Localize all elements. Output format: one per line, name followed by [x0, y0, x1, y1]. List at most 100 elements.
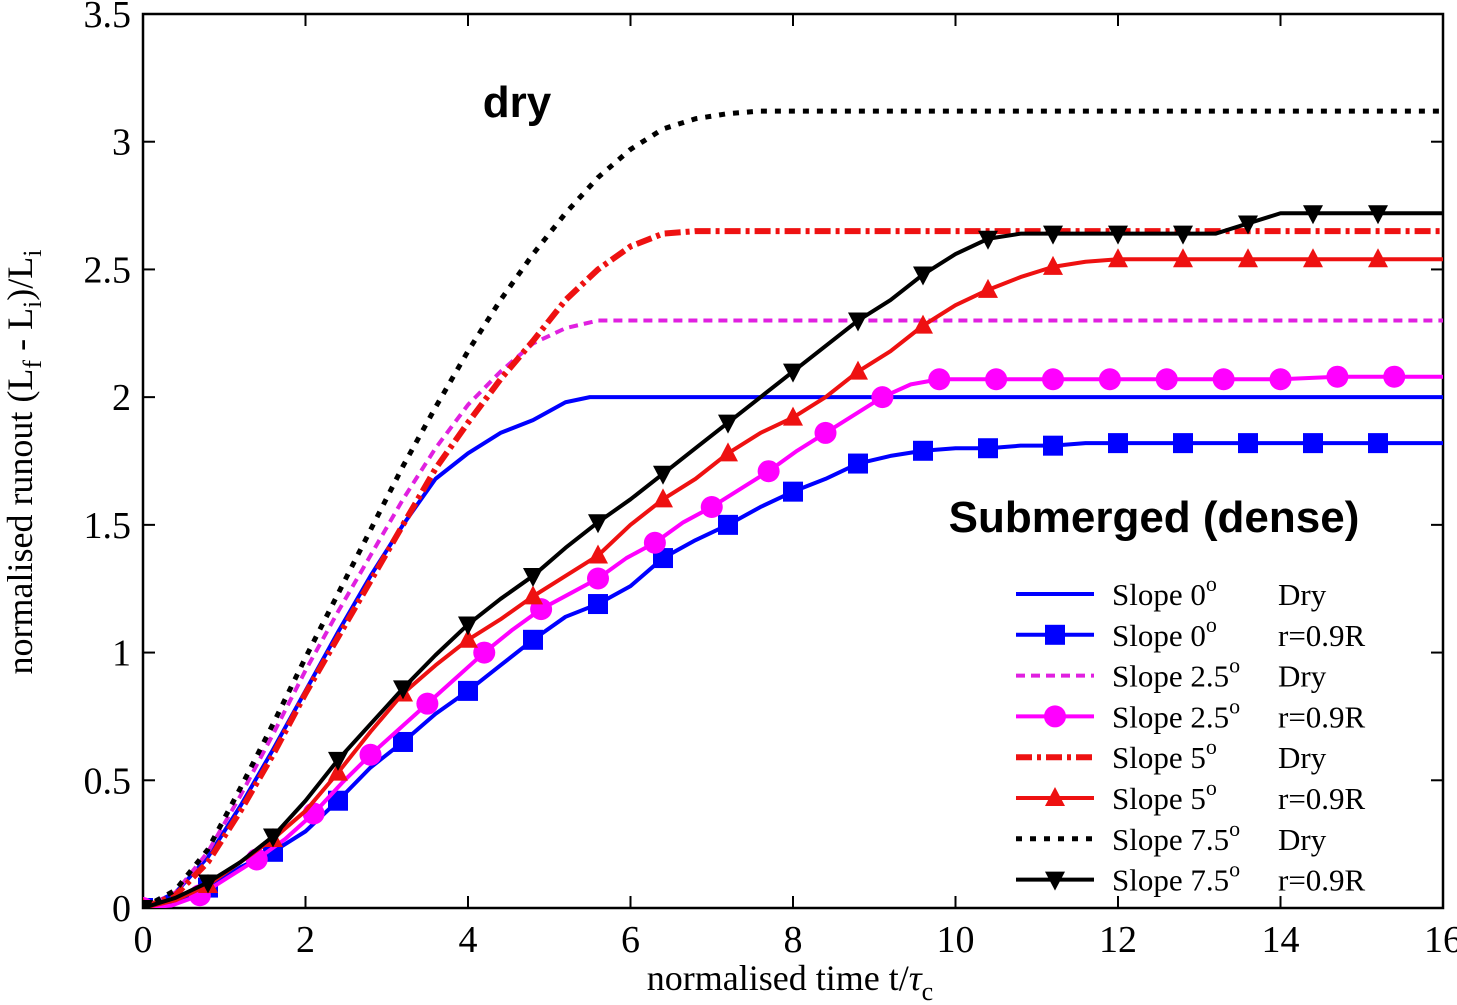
- x-tick-label: 2: [296, 919, 315, 961]
- data-point-marker: [588, 594, 608, 615]
- data-point-marker: [302, 802, 325, 825]
- y-tick-label: 3: [112, 122, 131, 164]
- series-line: [143, 318, 1443, 908]
- y-tick-label: 2.5: [84, 249, 132, 291]
- data-point-marker: [848, 360, 868, 380]
- data-point-marker: [1368, 433, 1388, 454]
- data-point-marker: [458, 616, 478, 636]
- data-point-marker: [978, 438, 998, 459]
- legend-degree: o: [1229, 816, 1240, 841]
- data-point-marker: [913, 314, 933, 334]
- data-point-marker: [587, 567, 609, 590]
- legend-entry: Slope 2.5o r=0.9R: [1016, 693, 1366, 734]
- data-point-marker: [718, 514, 738, 535]
- series-4: [143, 228, 1443, 908]
- x-tick-label: 0: [134, 919, 153, 961]
- x-tick-label: 16: [1424, 919, 1457, 961]
- annotation-dry: dry: [483, 78, 552, 127]
- data-point-marker: [913, 266, 933, 286]
- data-point-marker: [263, 828, 283, 848]
- axis-ticks: 0 2 4 6 8 10 12 14 16 0 0.5 1 1.5 2 2.5 3 3.5: [84, 0, 1457, 961]
- legend-condition: Dry: [1278, 822, 1327, 857]
- legend-entry: Slope 0o r=0.9R: [1016, 612, 1366, 653]
- legend-degree: o: [1206, 775, 1217, 800]
- y-tick-label: 1.5: [84, 505, 132, 547]
- data-point-marker: [1238, 248, 1258, 268]
- series-line: [143, 108, 1443, 908]
- legend-condition: r=0.9R: [1278, 699, 1366, 734]
- data-point-marker: [1155, 368, 1178, 391]
- data-point-marker: [1238, 215, 1258, 235]
- data-point-marker: [718, 442, 738, 462]
- data-point-marker: [783, 406, 803, 426]
- annotation-submerged: Submerged (dense): [949, 493, 1360, 542]
- x-tick-label: 4: [459, 919, 478, 961]
- series-7: [143, 205, 1443, 908]
- data-point-marker: [928, 368, 951, 391]
- x-tick-label: 10: [937, 919, 975, 961]
- series-line: [143, 395, 1443, 908]
- data-point-marker: [1326, 365, 1349, 388]
- x-tick-label: 12: [1099, 919, 1137, 961]
- data-point-marker: [1173, 248, 1193, 268]
- legend-condition: r=0.9R: [1278, 618, 1366, 653]
- legend-marker: [1045, 787, 1065, 806]
- data-point-marker: [1042, 368, 1064, 391]
- legend-label: Slope 2.5o: [1112, 693, 1240, 734]
- y-tick-label: 0.5: [84, 760, 132, 802]
- data-point-marker: [1368, 248, 1388, 268]
- data-point-marker: [393, 680, 413, 700]
- legend-degree: o: [1229, 693, 1240, 718]
- legend-condition: Dry: [1278, 659, 1327, 694]
- data-point-marker: [783, 481, 803, 502]
- legend-marker: [1044, 705, 1066, 728]
- data-point-marker: [985, 368, 1008, 391]
- legend-condition: Dry: [1278, 740, 1327, 775]
- data-point-marker: [1383, 365, 1406, 388]
- y-tick-label: 1: [112, 633, 131, 675]
- data-point-marker: [588, 544, 608, 564]
- x-tick-label: 14: [1262, 919, 1300, 961]
- data-point-marker: [1173, 225, 1193, 245]
- y-tick-label: 2: [112, 377, 131, 419]
- y-tick-label: 0: [112, 888, 131, 930]
- data-point-marker: [814, 421, 837, 444]
- legend-label: Slope 5o: [1112, 734, 1217, 775]
- y-tick-label: 3.5: [84, 0, 132, 36]
- data-point-marker: [1238, 433, 1258, 454]
- legend-condition: r=0.9R: [1278, 781, 1366, 816]
- x-tick-label: 6: [621, 919, 640, 961]
- data-point-marker: [143, 900, 153, 908]
- data-point-marker: [1212, 368, 1235, 391]
- data-point-marker: [643, 531, 666, 554]
- legend-degree: o: [1229, 653, 1240, 678]
- data-point-marker: [871, 386, 894, 409]
- legend-label: Slope 7.5o: [1112, 857, 1240, 898]
- data-point-marker: [1269, 368, 1292, 391]
- legend-marker: [1045, 871, 1065, 891]
- data-point-marker: [1108, 433, 1128, 454]
- data-point-marker: [588, 514, 608, 534]
- legend-label: Slope 0o: [1112, 612, 1217, 653]
- data-point-marker: [1303, 248, 1323, 268]
- data-point-marker: [328, 790, 348, 811]
- data-point-marker: [328, 751, 348, 771]
- data-point-marker: [1173, 433, 1193, 454]
- data-point-marker: [1108, 248, 1128, 268]
- data-point-marker: [458, 628, 478, 648]
- x-tick-label: 8: [784, 919, 803, 961]
- data-point-marker: [718, 414, 738, 434]
- data-point-marker: [1368, 205, 1388, 225]
- data-point-marker: [978, 278, 998, 298]
- y-axis-label: normalised runout (Lf - Li)/Li: [0, 249, 47, 674]
- series-line: [143, 374, 1443, 908]
- data-point-marker: [700, 495, 723, 518]
- data-point-marker: [328, 761, 348, 781]
- legend-degree: o: [1206, 571, 1217, 596]
- data-point-marker: [393, 731, 413, 752]
- data-point-marker: [653, 465, 673, 485]
- data-point-marker: [1098, 368, 1121, 391]
- series-0: [143, 395, 1443, 908]
